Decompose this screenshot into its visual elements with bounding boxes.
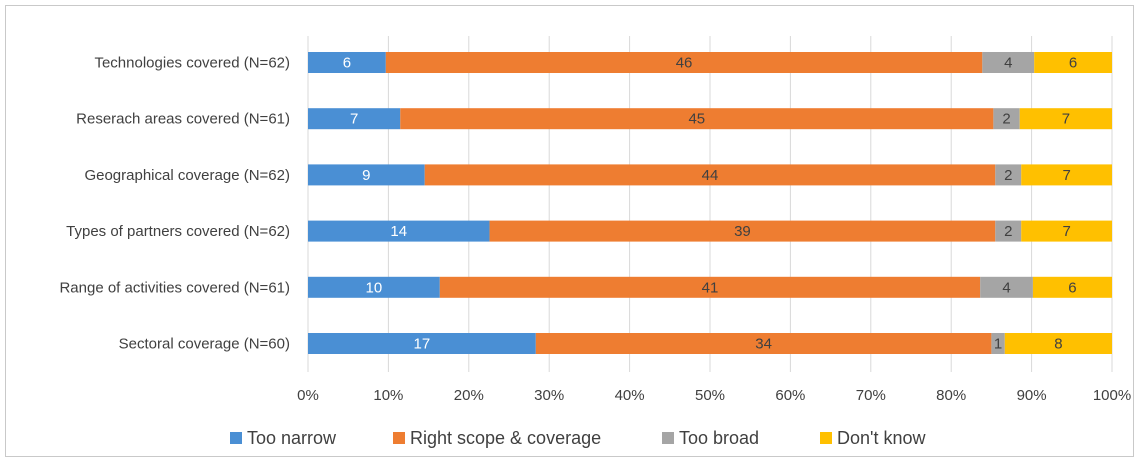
bar-segment [1021, 220, 1112, 242]
x-tick-label: 90% [1017, 387, 1047, 404]
data-label: 7 [350, 111, 358, 128]
x-tick-label: 0% [297, 387, 319, 404]
data-label: 34 [755, 336, 772, 353]
data-label: 45 [688, 111, 705, 128]
legend: Too narrow Right scope & coverage Too broa… [230, 428, 926, 448]
legend-swatch [230, 432, 242, 444]
data-label: 8 [1054, 336, 1062, 353]
x-tick-labels: 0% 10% 20% 30% 40% 50% 60% 70% 80% 90% 100% [297, 387, 1131, 404]
data-label: 39 [734, 223, 751, 240]
data-label: 41 [702, 279, 719, 296]
bar-segment [308, 52, 386, 73]
bar-segment [1034, 52, 1112, 73]
bar-segment [1004, 333, 1112, 354]
x-tick-label: 60% [775, 387, 805, 404]
bar-segment [535, 333, 992, 354]
category-label: Geographical coverage (N=62) [84, 167, 290, 184]
bar-segment [439, 276, 981, 298]
bar-segment [424, 164, 996, 186]
bar-segment [993, 108, 1020, 130]
legend-swatch [820, 432, 832, 444]
bar-segment [385, 52, 983, 73]
bar-segment [308, 220, 490, 242]
data-label: 7 [1062, 111, 1070, 128]
legend-label: Don't know [837, 428, 926, 448]
bar-segment [400, 108, 994, 130]
data-label: 7 [1062, 223, 1070, 240]
data-label: 4 [1002, 279, 1010, 296]
data-label: 1 [994, 336, 1002, 353]
data-label: 2 [1002, 111, 1010, 128]
bar-segment [489, 220, 996, 242]
data-label: 2 [1004, 167, 1012, 184]
data-label: 9 [362, 167, 370, 184]
data-label: 17 [414, 336, 431, 353]
category-label: Technologies covered (N=62) [94, 55, 290, 72]
x-tick-label: 100% [1093, 387, 1131, 404]
data-label: 6 [1069, 55, 1077, 72]
bar-segment [995, 164, 1022, 186]
category-label: Reserach areas covered (N=61) [76, 111, 290, 128]
data-label: 6 [343, 55, 351, 72]
grid-lines [307, 36, 1113, 372]
bar-segment [308, 333, 536, 354]
data-label: 46 [676, 55, 693, 72]
x-tick-label: 40% [615, 387, 645, 404]
legend-label: Right scope & coverage [410, 428, 601, 448]
category-label: Types of partners covered (N=62) [66, 223, 290, 240]
category-label: Range of activities covered (N=61) [59, 279, 290, 296]
data-label: 6 [1068, 279, 1076, 296]
x-tick-label: 20% [454, 387, 484, 404]
legend-label: Too narrow [247, 428, 337, 448]
category-labels: Technologies covered (N=62) Reserach area… [59, 55, 290, 353]
bar-segment [995, 220, 1022, 242]
x-tick-label: 70% [856, 387, 886, 404]
x-tick-label: 80% [936, 387, 966, 404]
bar-segment [982, 52, 1035, 73]
bar-segment [308, 276, 440, 298]
bar-segment [1019, 108, 1112, 130]
data-label: 10 [366, 279, 383, 296]
legend-swatch [662, 432, 674, 444]
data-label: 2 [1004, 223, 1012, 240]
x-tick-label: 50% [695, 387, 725, 404]
x-tick-label: 10% [373, 387, 403, 404]
bar-segment [308, 108, 401, 130]
data-label: 44 [702, 167, 719, 184]
legend-swatch [393, 432, 405, 444]
data-label: 4 [1004, 55, 1012, 72]
category-label: Sectoral coverage (N=60) [119, 336, 290, 353]
bar-segment [308, 164, 425, 186]
bar-segment [980, 276, 1033, 298]
data-label: 7 [1062, 167, 1070, 184]
bar-segment [991, 333, 1005, 354]
bar-segment [1032, 276, 1112, 298]
data-label: 14 [390, 223, 407, 240]
legend-label: Too broad [679, 428, 759, 448]
bar-segment [1021, 164, 1112, 186]
x-tick-label: 30% [534, 387, 564, 404]
bars: 6 46 4 67 45 2 79 44 2 714 39 2 710 41 4 617 34 1 8 [308, 52, 1112, 354]
